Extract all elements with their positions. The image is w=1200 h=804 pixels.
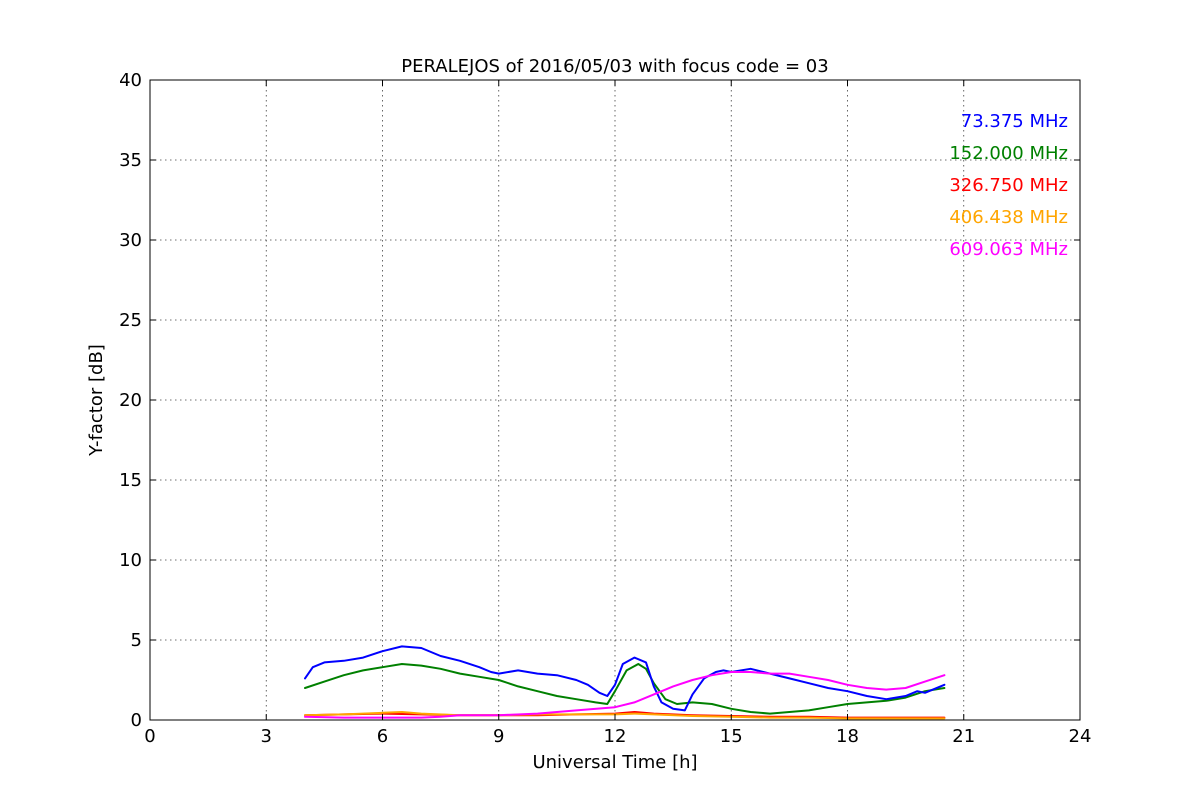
- x-tick-label: 24: [1069, 726, 1092, 747]
- y-tick-label: 0: [131, 710, 142, 731]
- y-axis-title: Y-factor [dB]: [86, 344, 107, 457]
- y-tick-label: 10: [119, 550, 142, 571]
- x-tick-label: 0: [144, 726, 155, 747]
- x-tick-label: 15: [720, 726, 743, 747]
- x-tick-label: 9: [493, 726, 504, 747]
- x-tick-label: 6: [377, 726, 388, 747]
- legend-entry: 406.438 MHz: [949, 207, 1068, 228]
- y-tick-label: 25: [119, 310, 142, 331]
- x-tick-label: 21: [952, 726, 975, 747]
- series-line-73-375-mhz: [304, 645, 946, 712]
- x-axis-title: Universal Time [h]: [532, 752, 697, 773]
- x-tick-label: 3: [261, 726, 272, 747]
- series-line-406-438-mhz: [304, 711, 946, 720]
- legend-entry: 326.750 MHz: [949, 175, 1068, 196]
- grid-layer: [150, 80, 1080, 720]
- legend-entry: 152.000 MHz: [949, 143, 1068, 164]
- y-tick-label: 5: [131, 630, 142, 651]
- series-line-152-000-mhz: [304, 663, 946, 715]
- legend-entry: 73.375 MHz: [961, 111, 1068, 132]
- y-tick-label: 15: [119, 470, 142, 491]
- y-tick-label: 20: [119, 390, 142, 411]
- y-tick-label: 30: [119, 230, 142, 251]
- series-line-609-063-mhz: [304, 671, 946, 719]
- y-tick-label: 40: [119, 70, 142, 91]
- series-layer: [304, 645, 946, 720]
- tick-layer: 0 3 6 9 12 15 18 21 24 0 5 10 15 20 25 30 35 40: [119, 70, 1091, 747]
- x-tick-label: 12: [604, 726, 627, 747]
- legend-layer: 73.375 MHz 152.000 MHz 326.750 MHz 406.438 …: [949, 111, 1068, 260]
- chart-title: PERALEJOS of 2016/05/03 with focus code …: [401, 56, 828, 77]
- x-tick-label: 18: [836, 726, 859, 747]
- legend-entry: 609.063 MHz: [949, 239, 1068, 260]
- y-tick-label: 35: [119, 150, 142, 171]
